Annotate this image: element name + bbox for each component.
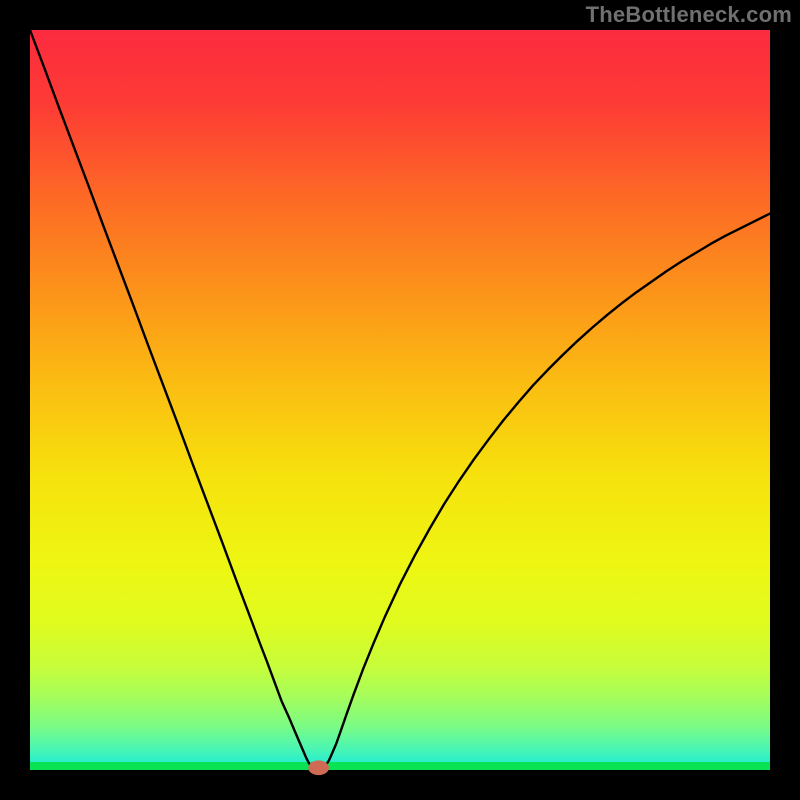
optimal-marker: [308, 760, 329, 775]
bottleneck-chart: [0, 0, 800, 800]
baseline-stripe: [30, 762, 770, 770]
figure-frame: TheBottleneck.com: [0, 0, 800, 800]
watermark-text: TheBottleneck.com: [586, 2, 792, 28]
plot-background: [30, 30, 770, 770]
